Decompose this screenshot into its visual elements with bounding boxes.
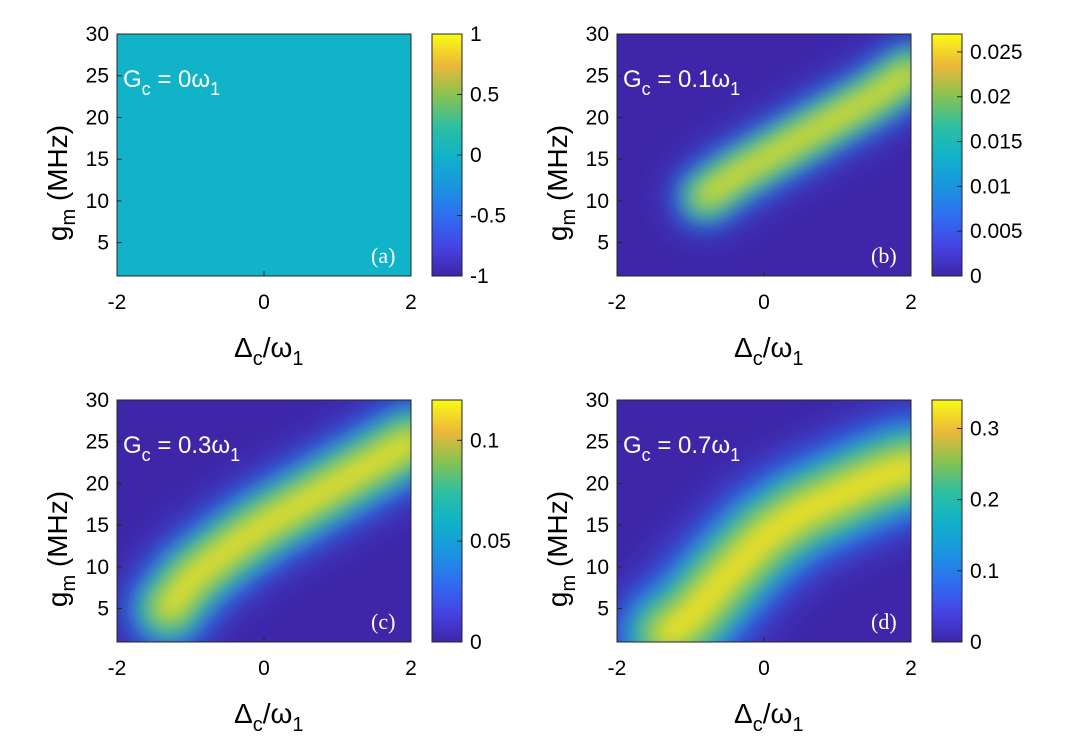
y-axis-label: gm (MHz) <box>542 125 580 241</box>
colorbar-tick-label: 0.02 <box>970 86 1011 109</box>
colorbar-tick-label: 0.1 <box>470 429 499 452</box>
x-axis-label: Δc/ω1 <box>734 332 803 370</box>
y-tick-label: 10 <box>86 190 109 213</box>
x-tick-label: 2 <box>405 657 417 680</box>
y-tick-label: 5 <box>97 232 109 255</box>
y-tick-label: 30 <box>586 23 609 46</box>
y-tick-label: 15 <box>86 514 109 537</box>
colorbar-tick-label: 0.2 <box>970 489 999 512</box>
x-tick-label: -2 <box>608 657 627 680</box>
colorbar-tick-label: 0 <box>470 631 482 654</box>
y-axis-label: gm (MHz) <box>42 125 80 241</box>
parameter-annotation: Gc = 0.7ω1 <box>623 432 740 465</box>
y-tick-label: 20 <box>86 106 109 129</box>
y-tick-label: 20 <box>586 472 609 495</box>
x-axis-label: Δc/ω1 <box>234 332 303 370</box>
colorbar-tick-label: 0.5 <box>470 84 499 107</box>
y-tick-label: 10 <box>586 556 609 579</box>
y-tick-label: 20 <box>86 472 109 495</box>
colorbar-tick-label: 0.005 <box>970 220 1023 243</box>
colorbar-tick-label: -1 <box>470 265 489 288</box>
colorbar-tick-label: -0.5 <box>470 205 506 228</box>
y-tick-label: 10 <box>586 190 609 213</box>
colorbar <box>931 33 963 277</box>
x-axis-label: Δc/ω1 <box>734 698 803 736</box>
colorbar-tick-label: 0.015 <box>970 131 1023 154</box>
colorbar-tick-label: 0.05 <box>470 530 511 553</box>
x-tick-label: -2 <box>108 657 127 680</box>
heatmap-ridge <box>122 400 411 642</box>
parameter-annotation: Gc = 0.3ω1 <box>123 432 240 465</box>
colorbar-tick-label: 0.025 <box>970 41 1023 64</box>
y-tick-label: 25 <box>586 65 609 88</box>
y-tick-label: 25 <box>86 431 109 454</box>
x-tick-label: -2 <box>608 291 627 314</box>
colorbar-tick-label: 0 <box>970 265 982 288</box>
panel-label: (c) <box>371 609 395 634</box>
parameter-annotation: Gc = 0ω1 <box>123 66 220 99</box>
colorbar-tick-label: 0 <box>470 144 482 167</box>
colorbar-tick-label: 0.01 <box>970 175 1011 198</box>
y-axis-label: gm (MHz) <box>42 491 80 607</box>
x-tick-label: -2 <box>108 291 127 314</box>
y-tick-label: 5 <box>97 598 109 621</box>
x-axis-label: Δc/ω1 <box>234 698 303 736</box>
y-tick-label: 5 <box>597 232 609 255</box>
y-tick-label: 25 <box>86 65 109 88</box>
panel-label: (d) <box>871 609 897 634</box>
heatmap-background <box>117 34 411 276</box>
x-tick-label: 0 <box>758 657 770 680</box>
x-tick-label: 0 <box>758 291 770 314</box>
colorbar-tick-label: 0 <box>970 631 982 654</box>
colorbar-tick-label: 0.1 <box>970 560 999 583</box>
y-tick-label: 30 <box>86 389 109 412</box>
panel-label: (b) <box>871 243 897 268</box>
y-tick-label: 30 <box>86 23 109 46</box>
y-axis-label: gm (MHz) <box>542 491 580 607</box>
ridge-level-band <box>652 450 911 642</box>
x-tick-label: 2 <box>905 657 917 680</box>
x-tick-label: 0 <box>258 657 270 680</box>
x-tick-label: 2 <box>905 291 917 314</box>
colorbar-tick-label: 1 <box>470 23 482 46</box>
colorbar <box>431 399 463 643</box>
y-tick-label: 30 <box>586 389 609 412</box>
colorbar-tick-label: 0.3 <box>970 417 999 440</box>
heatmap-ridge <box>671 37 911 231</box>
heatmap-ridge <box>617 408 911 642</box>
x-tick-label: 2 <box>405 291 417 314</box>
y-tick-label: 25 <box>586 431 609 454</box>
x-tick-label: 0 <box>258 291 270 314</box>
y-tick-label: 15 <box>86 148 109 171</box>
y-tick-label: 5 <box>597 598 609 621</box>
colorbar <box>931 399 963 643</box>
ridge-level-band <box>155 429 411 622</box>
panel-label: (a) <box>371 243 395 268</box>
y-tick-label: 10 <box>86 556 109 579</box>
ridge-level-band <box>695 62 911 206</box>
y-tick-label: 15 <box>586 514 609 537</box>
y-tick-label: 15 <box>586 148 609 171</box>
parameter-annotation: Gc = 0.1ω1 <box>623 66 740 99</box>
y-tick-label: 20 <box>586 106 609 129</box>
